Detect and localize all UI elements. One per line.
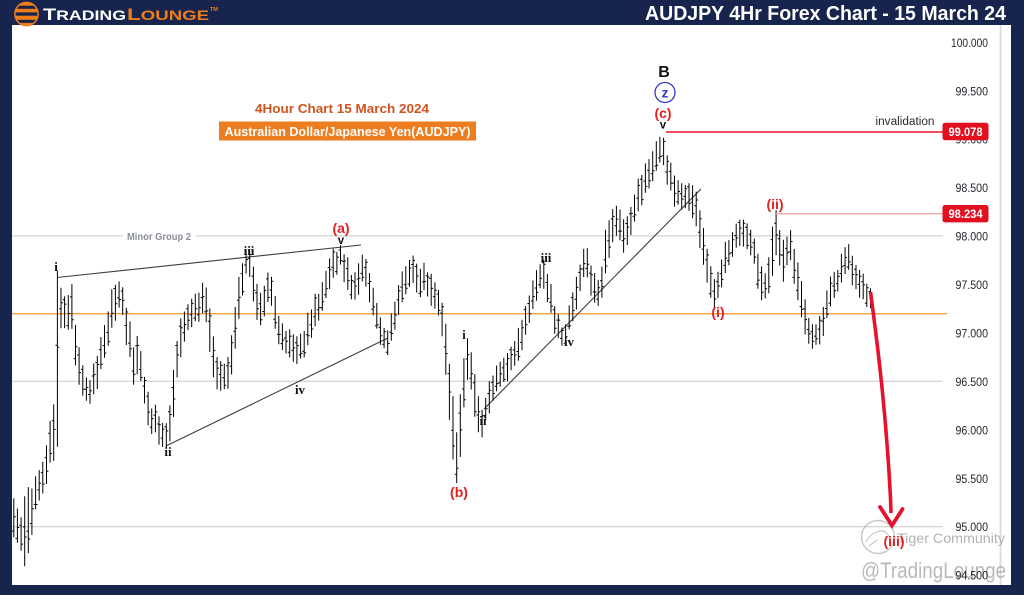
svg-text:(iii): (iii) xyxy=(884,533,905,549)
svg-text:ii: ii xyxy=(164,444,172,459)
svg-text:97.500: 97.500 xyxy=(956,280,989,292)
svg-text:97.000: 97.000 xyxy=(956,329,989,341)
svg-text:(i): (i) xyxy=(711,304,724,320)
svg-text:95.000: 95.000 xyxy=(956,522,989,534)
svg-text:(b): (b) xyxy=(450,484,468,500)
svg-text:(c): (c) xyxy=(654,105,671,121)
svg-text:z: z xyxy=(662,86,669,101)
svg-text:Tiger Community: Tiger Community xyxy=(897,531,1005,546)
svg-text:96.500: 96.500 xyxy=(956,377,989,389)
svg-text:99.078: 99.078 xyxy=(949,125,983,139)
svg-text:95.500: 95.500 xyxy=(956,474,989,486)
svg-text:@TradingLounge: @TradingLounge xyxy=(861,558,1006,583)
svg-text:B: B xyxy=(658,64,670,81)
svg-text:AUDJPY 4Hr Forex Chart - 15 Ma: AUDJPY 4Hr Forex Chart - 15 March 24 xyxy=(645,2,1007,25)
svg-text:98.000: 98.000 xyxy=(956,232,989,244)
svg-text:ii: ii xyxy=(480,414,487,428)
svg-text:Australian Dollar/Japanese Yen: Australian Dollar/Japanese Yen(AUDJPY) xyxy=(225,124,471,139)
svg-text:TM: TM xyxy=(210,7,218,13)
svg-text:i: i xyxy=(54,259,58,274)
svg-text:iv: iv xyxy=(564,334,575,349)
svg-text:4Hour Chart 15 March 2024: 4Hour Chart 15 March 2024 xyxy=(255,101,430,116)
svg-text:94.500: 94.500 xyxy=(956,571,989,583)
svg-text:(ii): (ii) xyxy=(766,196,783,212)
svg-text:100.000: 100.000 xyxy=(951,38,988,50)
svg-text:v: v xyxy=(338,235,345,247)
svg-text:iii: iii xyxy=(244,243,255,258)
svg-text:(a): (a) xyxy=(332,220,349,236)
svg-text:iii: iii xyxy=(541,250,552,265)
svg-text:invalidation: invalidation xyxy=(876,116,935,128)
svg-text:98.500: 98.500 xyxy=(956,183,989,195)
svg-text:98.234: 98.234 xyxy=(949,207,983,221)
svg-text:Minor Group 2: Minor Group 2 xyxy=(127,231,191,243)
svg-text:96.000: 96.000 xyxy=(956,425,989,437)
svg-text:99.500: 99.500 xyxy=(956,86,989,98)
svg-text:i: i xyxy=(462,328,466,342)
svg-text:v: v xyxy=(660,120,667,132)
svg-text:iv: iv xyxy=(295,382,306,397)
